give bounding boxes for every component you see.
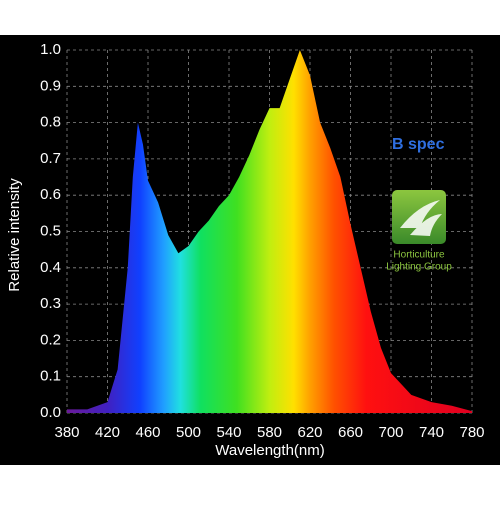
y-tick-label: 0.5 (40, 222, 61, 239)
logo-text: Horticulture (393, 250, 445, 261)
y-tick-label: 0.7 (40, 150, 61, 167)
logo-text: Lighting Group (386, 262, 452, 273)
y-tick-label: 0.9 (40, 77, 61, 94)
y-tick-label: 0.8 (40, 114, 61, 131)
x-tick-label: 780 (459, 424, 484, 441)
x-tick-label: 500 (176, 424, 201, 441)
y-axis-title: Relative intensity (6, 178, 23, 292)
y-tick-label: 1.0 (40, 41, 61, 58)
x-axis-title: Wavelength(nm) (215, 442, 324, 459)
y-tick-label: 0.3 (40, 295, 61, 312)
x-tick-label: 620 (297, 424, 322, 441)
y-tick-label: 0.4 (40, 259, 61, 276)
y-tick-label: 0.6 (40, 186, 61, 203)
x-tick-label: 580 (257, 424, 282, 441)
x-tick-label: 420 (95, 424, 120, 441)
y-tick-label: 0.0 (40, 404, 61, 421)
x-tick-label: 700 (378, 424, 403, 441)
x-tick-label: 540 (216, 424, 241, 441)
y-tick-label: 0.1 (40, 368, 61, 385)
spectrum-area (67, 50, 472, 413)
x-tick-label: 460 (135, 424, 160, 441)
logo-leaf (400, 200, 442, 236)
annotation: B spec (392, 136, 445, 153)
x-tick-label: 740 (419, 424, 444, 441)
x-tick-label: 380 (54, 424, 79, 441)
x-tick-label: 660 (338, 424, 363, 441)
y-tick-label: 0.2 (40, 331, 61, 348)
